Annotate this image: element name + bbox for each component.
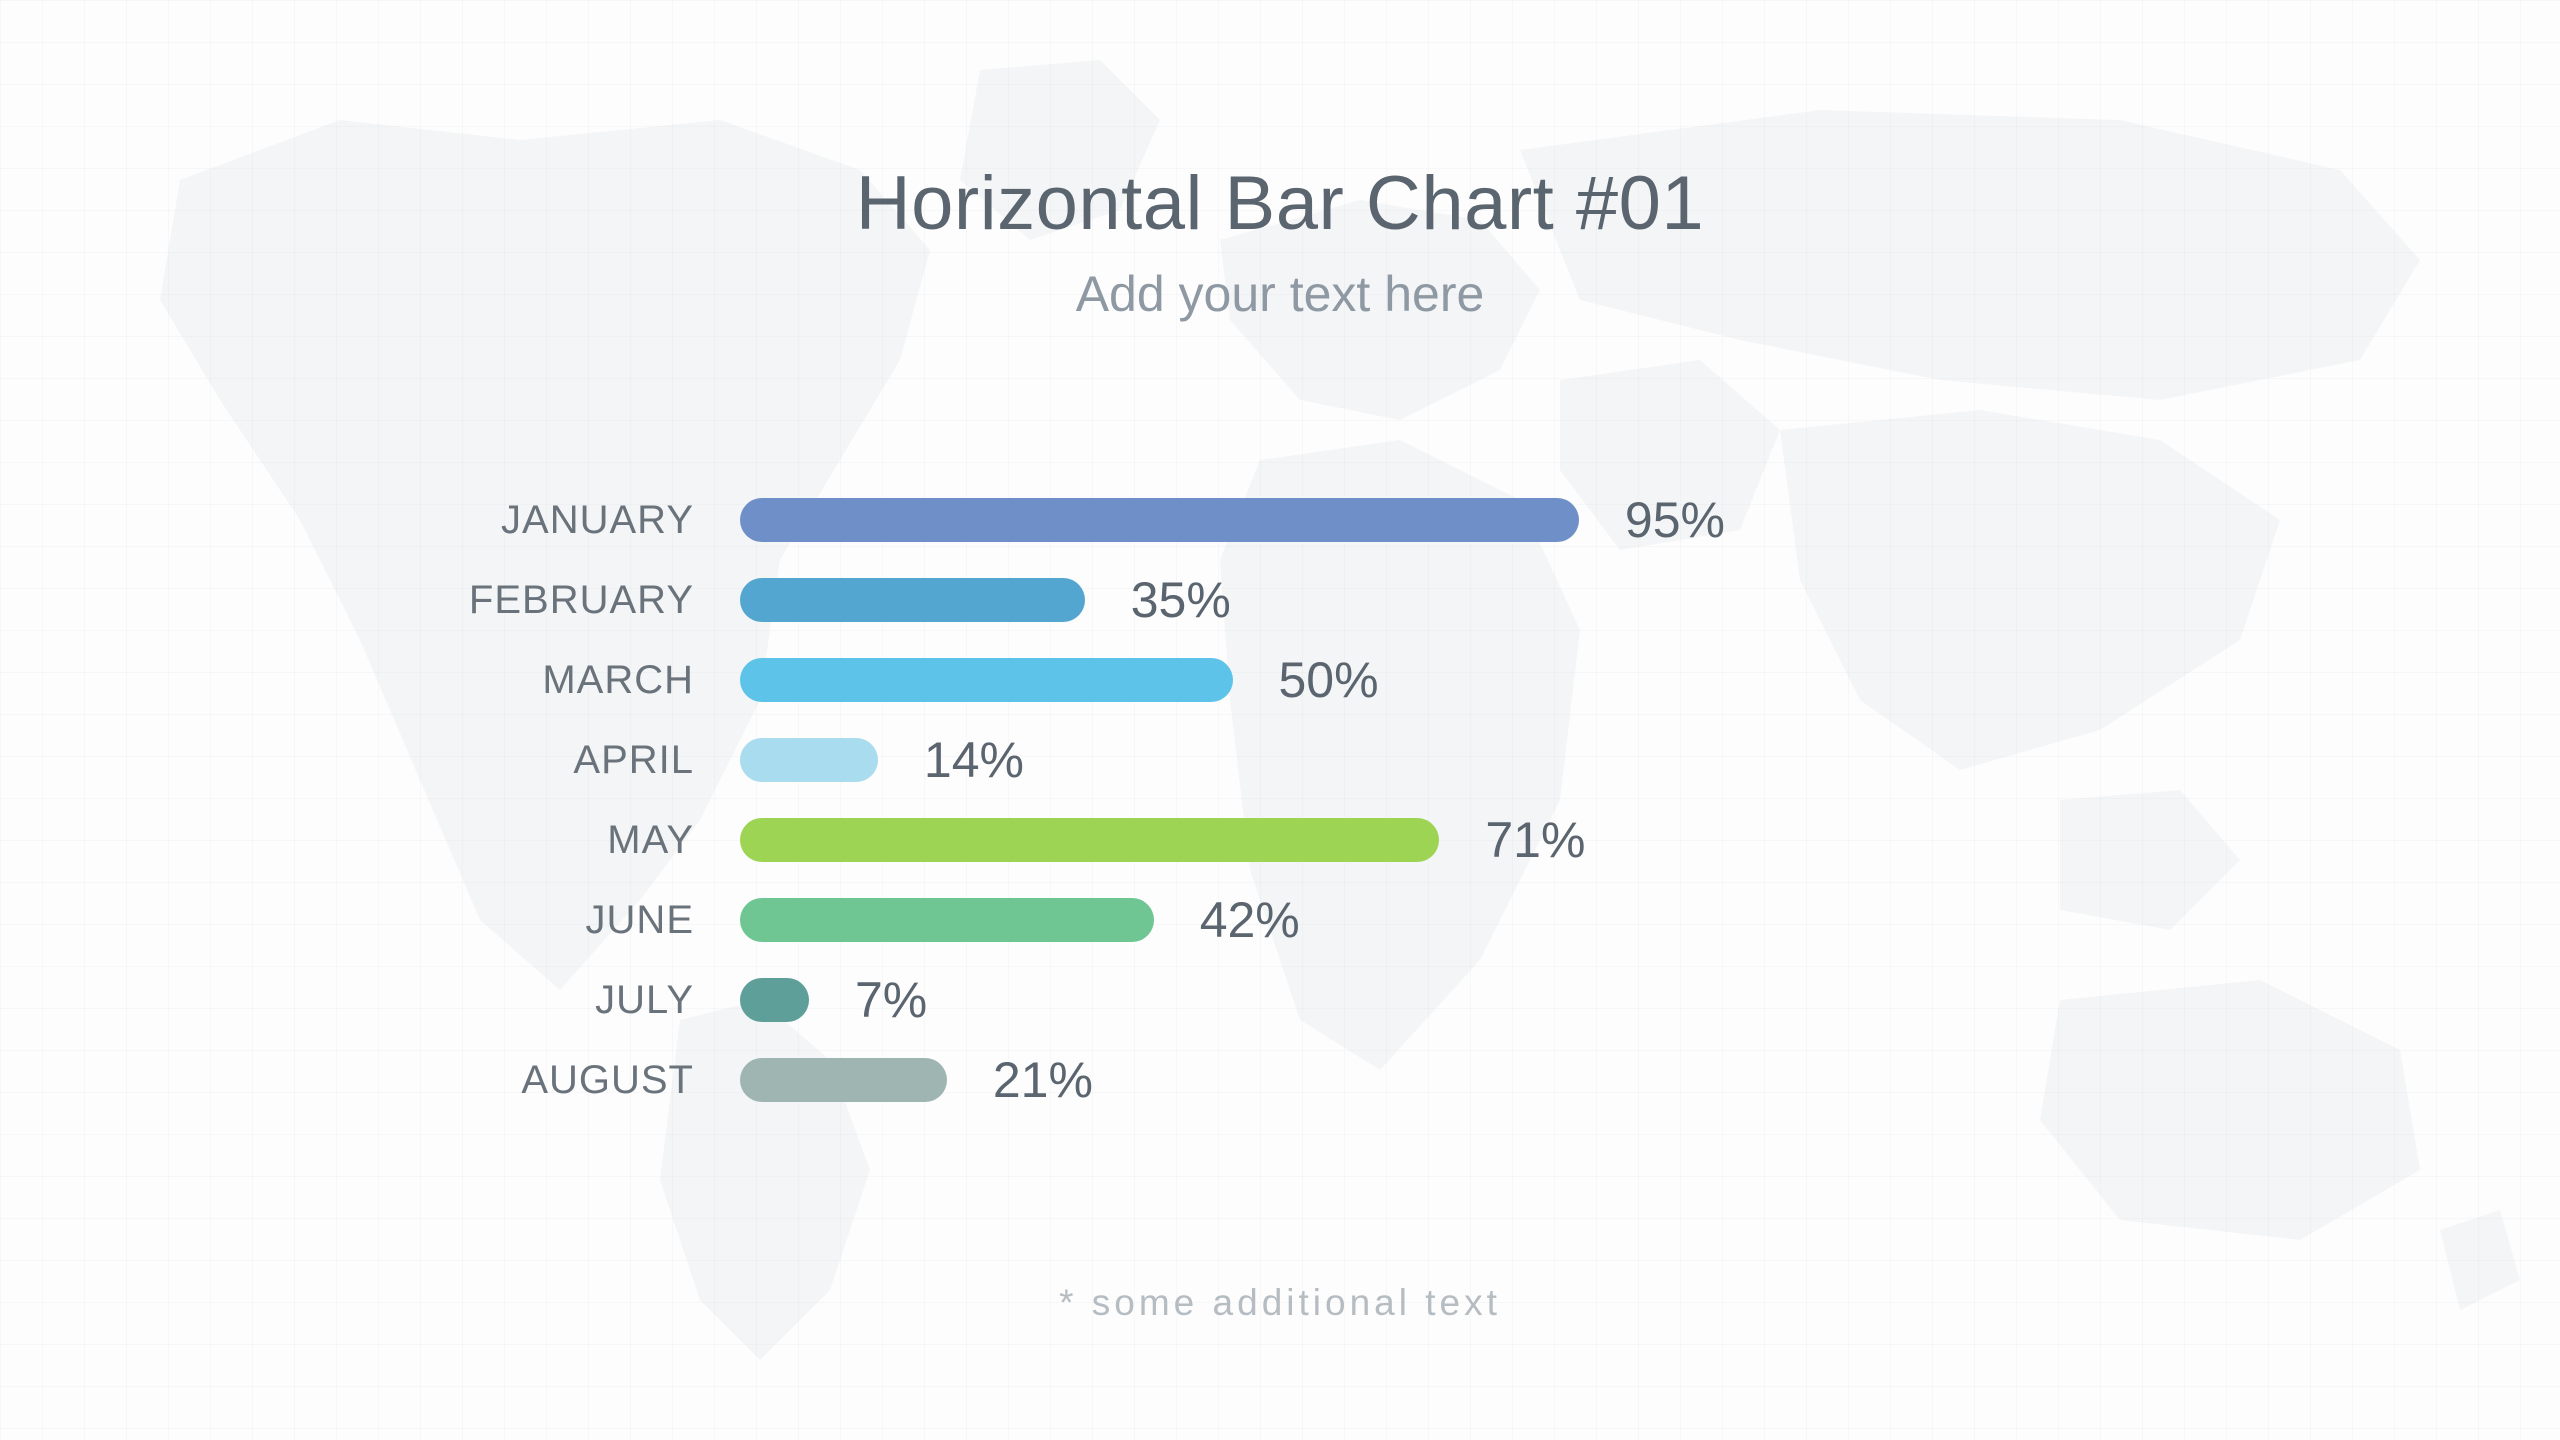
bar-label: JUNE [0, 898, 740, 943]
bar-track: 42% [740, 898, 1725, 942]
horizontal-bar-chart: JANUARY95%FEBRUARY35%MARCH50%APRIL14%MAY… [0, 480, 2560, 1120]
bar-value: 7% [855, 971, 927, 1029]
bar-fill [740, 738, 878, 782]
bar-row: FEBRUARY35% [0, 560, 2560, 640]
bar-track: 14% [740, 738, 1725, 782]
bar-label: JANUARY [0, 498, 740, 543]
bar-row: JULY7% [0, 960, 2560, 1040]
bar-fill [740, 658, 1233, 702]
chart-canvas: Horizontal Bar Chart #01 Add your text h… [0, 0, 2560, 1440]
bar-value: 42% [1200, 891, 1300, 949]
bar-label: FEBRUARY [0, 578, 740, 623]
bar-track: 95% [740, 498, 1725, 542]
bar-row: MARCH50% [0, 640, 2560, 720]
bar-label: MAY [0, 818, 740, 863]
bar-fill [740, 898, 1154, 942]
bar-row: APRIL14% [0, 720, 2560, 800]
bar-fill [740, 1058, 947, 1102]
bar-label: AUGUST [0, 1058, 740, 1103]
bar-row: JANUARY95% [0, 480, 2560, 560]
bar-value: 14% [924, 731, 1024, 789]
bar-fill [740, 978, 809, 1022]
bar-track: 71% [740, 818, 1725, 862]
bar-row: AUGUST21% [0, 1040, 2560, 1120]
bar-value: 35% [1131, 571, 1231, 629]
bar-value: 21% [993, 1051, 1093, 1109]
chart-footnote: * some additional text [0, 1282, 2560, 1324]
bar-track: 7% [740, 978, 1725, 1022]
bar-value: 95% [1625, 491, 1725, 549]
bar-row: JUNE42% [0, 880, 2560, 960]
bar-fill [740, 578, 1085, 622]
chart-subtitle: Add your text here [0, 265, 2560, 323]
bar-fill [740, 818, 1439, 862]
bar-value: 71% [1485, 811, 1585, 869]
bar-track: 50% [740, 658, 1725, 702]
bar-label: MARCH [0, 658, 740, 703]
bar-fill [740, 498, 1579, 542]
bar-track: 35% [740, 578, 1725, 622]
chart-title: Horizontal Bar Chart #01 [0, 160, 2560, 247]
chart-content: Horizontal Bar Chart #01 Add your text h… [0, 0, 2560, 1440]
bar-value: 50% [1279, 651, 1379, 709]
bar-row: MAY71% [0, 800, 2560, 880]
bar-track: 21% [740, 1058, 1725, 1102]
bar-label: APRIL [0, 738, 740, 783]
bar-label: JULY [0, 978, 740, 1023]
